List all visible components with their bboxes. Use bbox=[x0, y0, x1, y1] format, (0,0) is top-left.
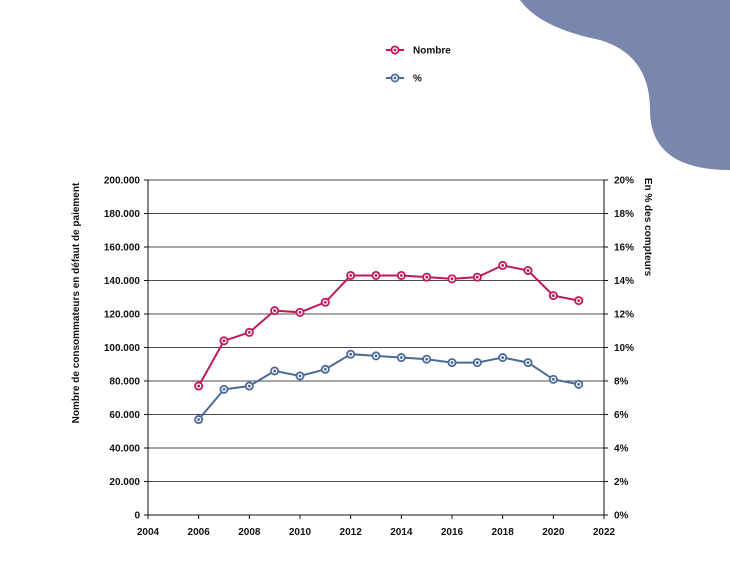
y-tick-label-right: 18% bbox=[614, 209, 634, 220]
data-point-center bbox=[349, 352, 353, 356]
data-point-center bbox=[551, 294, 555, 297]
data-point-center bbox=[475, 275, 479, 279]
y-axis-title-right: En % des compteurs bbox=[642, 178, 653, 277]
x-tick-label: 2022 bbox=[593, 527, 616, 538]
data-point-center bbox=[273, 369, 277, 373]
data-point-center bbox=[501, 264, 505, 267]
x-tick-label: 2010 bbox=[289, 527, 312, 538]
x-tick-label: 2006 bbox=[188, 527, 211, 538]
y-tick-label-left: 180.000 bbox=[104, 209, 141, 220]
y-tick-label-right: 20% bbox=[614, 176, 634, 187]
data-point-center bbox=[475, 361, 479, 364]
data-point-center bbox=[501, 356, 505, 359]
y-tick-label-right: 2% bbox=[614, 477, 629, 488]
y-tick-label-left: 60.000 bbox=[109, 410, 140, 421]
x-tick-label: 2012 bbox=[340, 527, 363, 538]
data-point-center bbox=[450, 277, 454, 281]
y-tick-label-right: 4% bbox=[614, 444, 629, 455]
data-point-center bbox=[222, 339, 226, 343]
y-tick-label-left: 140.000 bbox=[104, 276, 141, 287]
axes bbox=[144, 179, 608, 519]
data-point-center bbox=[577, 382, 581, 386]
legend-item: % bbox=[386, 74, 422, 85]
corner-decoration bbox=[520, 0, 730, 170]
y-tick-label-right: 0% bbox=[614, 511, 629, 522]
y-tick-label-left: 200.000 bbox=[104, 176, 141, 187]
data-point-center bbox=[450, 361, 454, 364]
series-line bbox=[197, 264, 579, 387]
x-tick-label: 2016 bbox=[441, 527, 464, 538]
y-tick-label-right: 14% bbox=[614, 276, 634, 287]
data-point-center bbox=[298, 310, 302, 314]
y-tick-label-right: 6% bbox=[614, 410, 629, 421]
series bbox=[194, 260, 584, 425]
data-point-center bbox=[425, 275, 429, 279]
data-point-center bbox=[197, 384, 201, 388]
series-percent bbox=[194, 349, 584, 425]
x-tick-label: 2008 bbox=[238, 527, 261, 538]
data-point-center bbox=[374, 274, 378, 277]
y-tick-label-left: 80.000 bbox=[109, 377, 140, 388]
x-tick-label: 2004 bbox=[137, 527, 160, 538]
x-tick-label: 2014 bbox=[390, 527, 413, 538]
data-point-center bbox=[399, 274, 403, 277]
tick-labels: 0 0% 20.000 2% 40.000 4% 60.000 6% 80.000 8% 100.0… bbox=[104, 176, 634, 539]
data-point-center bbox=[323, 367, 327, 371]
data-point-center bbox=[577, 299, 581, 302]
legend-item: Nombre bbox=[386, 46, 451, 57]
legend-label: Nombre bbox=[413, 46, 451, 57]
data-point-center bbox=[247, 331, 251, 334]
data-point-center bbox=[247, 384, 251, 388]
x-tick-label: 2018 bbox=[492, 527, 515, 538]
data-point-center bbox=[425, 357, 429, 361]
data-point-center bbox=[273, 309, 277, 313]
data-point-center bbox=[526, 269, 530, 272]
y-tick-label-right: 12% bbox=[614, 310, 634, 321]
y-tick-label-left: 100.000 bbox=[104, 343, 141, 354]
y-tick-label-left: 40.000 bbox=[109, 444, 140, 455]
y-tick-label-left: 20.000 bbox=[109, 477, 140, 488]
data-point-center bbox=[349, 274, 353, 277]
gridlines bbox=[148, 179, 604, 516]
y-tick-label-left: 160.000 bbox=[104, 243, 141, 254]
legend: Nombre% bbox=[386, 46, 451, 85]
y-tick-label-right: 10% bbox=[614, 343, 634, 354]
legend-label: % bbox=[413, 74, 422, 85]
legend-marker-center bbox=[393, 76, 397, 80]
y-axis-title-left: Nombre de consommateurs en défaut de pai… bbox=[71, 182, 82, 423]
data-point-center bbox=[222, 387, 226, 391]
x-tick-label: 2020 bbox=[542, 527, 565, 538]
data-point-center bbox=[298, 374, 302, 378]
series-nombre bbox=[194, 260, 584, 391]
data-point-center bbox=[526, 361, 530, 364]
data-point-center bbox=[323, 300, 327, 304]
data-point-center bbox=[399, 356, 403, 359]
y-tick-label-left: 0 bbox=[134, 511, 140, 522]
y-tick-label-left: 120.000 bbox=[104, 310, 141, 321]
data-point-center bbox=[197, 418, 201, 421]
y-tick-label-right: 8% bbox=[614, 377, 629, 388]
series-line bbox=[197, 353, 579, 421]
data-point-center bbox=[551, 377, 555, 381]
data-point-center bbox=[374, 354, 378, 358]
legend-marker-center bbox=[393, 48, 397, 52]
y-tick-label-right: 16% bbox=[614, 243, 634, 254]
